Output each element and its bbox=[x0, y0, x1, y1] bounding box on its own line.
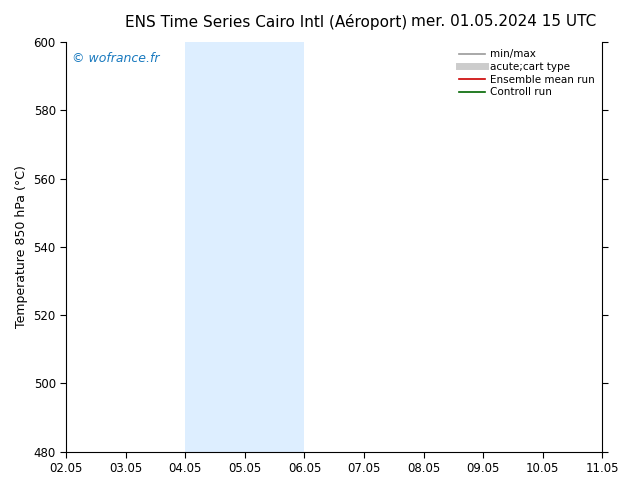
Text: © wofrance.fr: © wofrance.fr bbox=[72, 52, 159, 65]
Bar bbox=[602, 42, 634, 452]
Legend: min/max, acute;cart type, Ensemble mean run, Controll run: min/max, acute;cart type, Ensemble mean … bbox=[457, 47, 597, 99]
Text: mer. 01.05.2024 15 UTC: mer. 01.05.2024 15 UTC bbox=[411, 14, 597, 29]
Y-axis label: Temperature 850 hPa (°C): Temperature 850 hPa (°C) bbox=[15, 166, 28, 328]
Bar bbox=[185, 42, 304, 452]
Text: ENS Time Series Cairo Intl (Aéroport): ENS Time Series Cairo Intl (Aéroport) bbox=[125, 14, 408, 30]
